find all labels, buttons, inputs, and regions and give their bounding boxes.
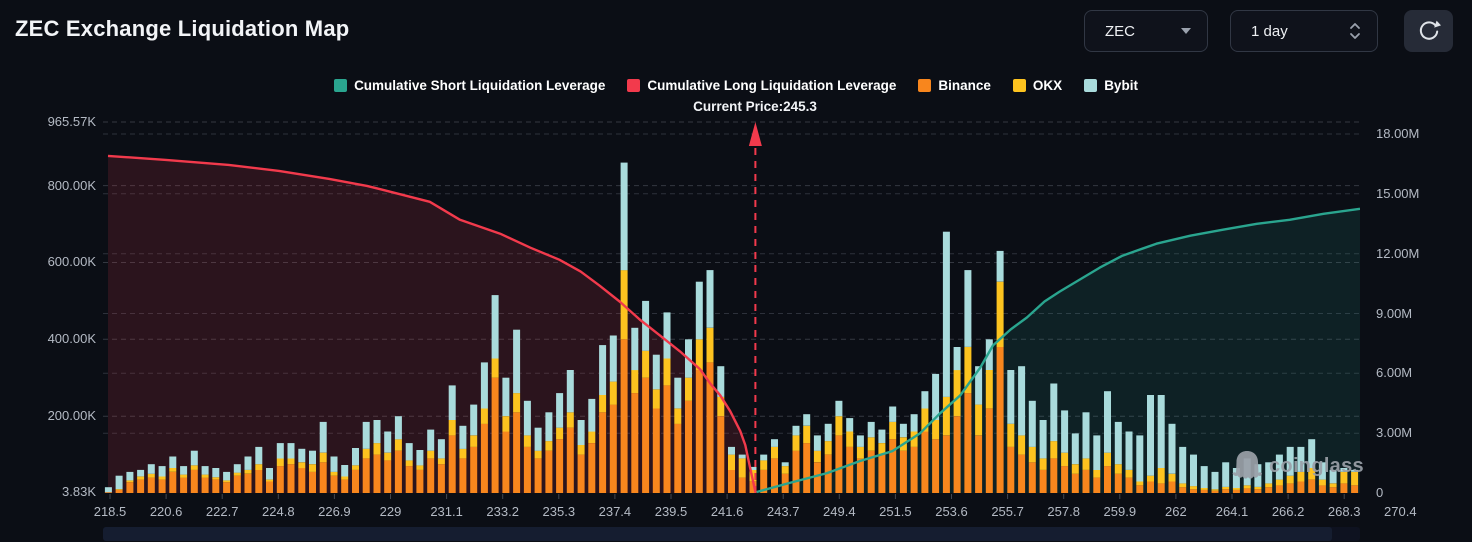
right-axis-tick: 0 xyxy=(1376,485,1384,500)
right-axis-tick: 12.00M xyxy=(1376,245,1420,261)
watermark: coinglass xyxy=(1231,449,1364,483)
legend-item-cumulative-short[interactable]: Cumulative Short Liquidation Leverage xyxy=(334,78,605,93)
x-axis-tick: 251.5 xyxy=(879,504,912,519)
current-price-label: Current Price:245.3 xyxy=(693,99,817,114)
x-axis-tick: 259.9 xyxy=(1103,504,1137,519)
legend-item-okx[interactable]: OKX xyxy=(1012,78,1062,93)
x-axis-tick: 264.1 xyxy=(1215,504,1249,519)
legend-item-binance[interactable]: Binance xyxy=(918,78,991,93)
x-axis-tick: 235.3 xyxy=(542,504,576,519)
x-axis-tick: 243.7 xyxy=(766,504,800,519)
range-slider-selection[interactable] xyxy=(103,527,1332,541)
x-axis-tick: 229 xyxy=(379,504,402,519)
short-swatch xyxy=(334,79,348,92)
x-axis-tick: 222.7 xyxy=(205,504,239,519)
left-axis-tick: 200.00K xyxy=(47,408,96,424)
updown-chevrons-icon xyxy=(1350,23,1360,39)
right-axis-tick: 9.00M xyxy=(1376,305,1413,321)
chevron-down-icon xyxy=(1181,28,1191,34)
right-axis-tick: 15.00M xyxy=(1376,185,1420,201)
long-swatch xyxy=(627,79,641,92)
bybit-swatch xyxy=(1084,79,1098,92)
chart-canvas xyxy=(103,121,1401,499)
x-axis-tick: 220.6 xyxy=(149,504,183,519)
x-axis-tick: 233.2 xyxy=(486,504,519,519)
coinglass-logo-icon xyxy=(1232,451,1262,479)
x-axis-tick: 262 xyxy=(1165,504,1187,519)
page-title: ZEC Exchange Liquidation Map xyxy=(15,16,350,41)
binance-swatch xyxy=(918,79,932,92)
liquidation-chart[interactable] xyxy=(103,110,1401,500)
left-axis-tick: 400.00K xyxy=(47,331,96,347)
x-axis-tick: 249.4 xyxy=(823,504,856,519)
x-axis-tick: 253.6 xyxy=(935,504,968,519)
left-axis-tick: 600.00K xyxy=(47,254,96,270)
x-axis-tick: 255.7 xyxy=(991,504,1024,519)
symbol-select-value: ZEC xyxy=(1105,22,1135,40)
left-axis-tick: 800.00K xyxy=(47,177,96,193)
x-axis-tick: 226.9 xyxy=(318,504,351,519)
okx-swatch xyxy=(1012,79,1026,92)
left-axis: 965.57K 800.00K 600.00K 400.00K 200.00K 3.83K xyxy=(28,110,96,500)
x-axis: 218.5 220.6 222.7 224.8 226.9 229 231.1 233.2 23… xyxy=(94,504,1443,522)
right-axis: 18.00M 15.00M 12.00M 9.00M 6.00M 3.00M 0 xyxy=(1376,110,1456,500)
x-axis-tick: 231.1 xyxy=(430,504,463,519)
refresh-icon xyxy=(1419,20,1441,40)
right-axis-tick: 18.00M xyxy=(1376,126,1420,141)
x-axis-tick: 257.8 xyxy=(1047,504,1080,519)
chart-legend: Cumulative Short Liquidation Leverage Cu… xyxy=(0,78,1472,93)
x-axis-tick: 218.5 xyxy=(93,504,127,519)
x-axis-tick: 266.2 xyxy=(1271,504,1305,519)
right-axis-tick: 6.00M xyxy=(1376,365,1413,381)
left-axis-tick: 3.83K xyxy=(62,483,96,499)
x-axis-tick: 268.3 xyxy=(1327,504,1361,519)
x-axis-tick: 224.8 xyxy=(262,504,295,519)
right-axis-tick: 3.00M xyxy=(1376,425,1413,441)
watermark-text: coinglass xyxy=(1269,454,1364,477)
symbol-select[interactable]: ZEC xyxy=(1084,10,1208,52)
refresh-button[interactable] xyxy=(1404,10,1453,52)
left-axis-tick: 965.57K xyxy=(47,114,96,129)
legend-item-bybit[interactable]: Bybit xyxy=(1084,78,1138,93)
x-axis-tick: 241.6 xyxy=(710,504,744,519)
chart-range-slider[interactable] xyxy=(103,527,1360,541)
interval-select-value: 1 day xyxy=(1251,22,1288,40)
x-axis-tick: 239.5 xyxy=(654,504,688,519)
x-axis-tick: 237.4 xyxy=(598,504,632,519)
interval-select[interactable]: 1 day xyxy=(1230,10,1378,52)
x-axis-tick: 270.4 xyxy=(1384,504,1417,519)
legend-item-cumulative-long[interactable]: Cumulative Long Liquidation Leverage xyxy=(627,78,896,93)
